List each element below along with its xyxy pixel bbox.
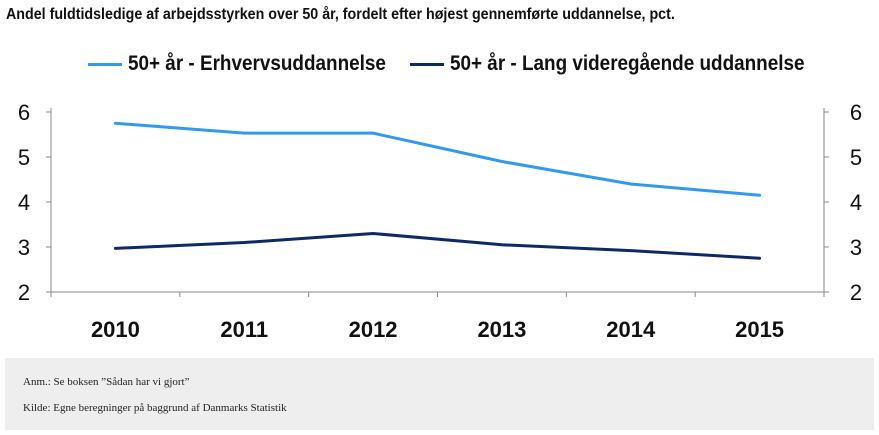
legend-item-lang-videregaaende: 50+ år - Lang videregående uddannelse — [410, 52, 844, 76]
y-tick-label-left: 5 — [18, 145, 30, 170]
y-tick-label-left: 6 — [18, 100, 30, 125]
legend-label-erhvervsuddannelse: 50+ år - Erhvervsuddannelse — [128, 52, 386, 75]
footnote: Anm.: Se boksen ”Sådan har vi gjort” — [23, 376, 190, 388]
source-note: Kilde: Egne beregninger på baggrund af D… — [23, 402, 287, 414]
x-tick-label: 2014 — [606, 317, 656, 342]
y-tick-label-right: 2 — [850, 280, 862, 305]
x-tick-label: 2015 — [735, 317, 784, 342]
series-line-2 — [113, 232, 762, 260]
y-tick-label-left: 3 — [18, 235, 30, 260]
y-tick-label-left: 4 — [18, 190, 30, 215]
legend-swatch-lang-videregaaende — [410, 62, 444, 66]
y-tick-label-right: 3 — [850, 235, 862, 260]
x-tick-label: 2013 — [477, 317, 526, 342]
y-tick-label-left: 2 — [18, 280, 30, 305]
line-chart: 2 2 3 3 4 4 5 5 6 6 2010 2011 2012 2013 2014 2015 — [18, 100, 862, 342]
legend-swatch-erhvervsuddannelse — [88, 62, 122, 66]
chart-title: Andel fuldtidsledige af arbejdsstyrken o… — [6, 6, 675, 23]
chart-legend: 50+ år - Erhvervsuddannelse 50+ år - Lan… — [0, 52, 879, 82]
series-line-1 — [113, 121, 762, 197]
y-tick-label-right: 4 — [850, 190, 862, 215]
y-tick-label-right: 5 — [850, 145, 862, 170]
legend-label-lang-videregaaende: 50+ år - Lang videregående uddannelse — [450, 52, 805, 75]
y-tick-label-right: 6 — [850, 100, 862, 125]
footer-box: Anm.: Se boksen ”Sådan har vi gjort” Kil… — [5, 358, 874, 430]
legend-item-erhvervsuddannelse: 50+ år - Erhvervsuddannelse — [88, 52, 415, 76]
x-tick-label: 2010 — [91, 317, 140, 342]
x-tick-label: 2011 — [220, 317, 268, 342]
x-tick-label: 2012 — [349, 317, 398, 342]
